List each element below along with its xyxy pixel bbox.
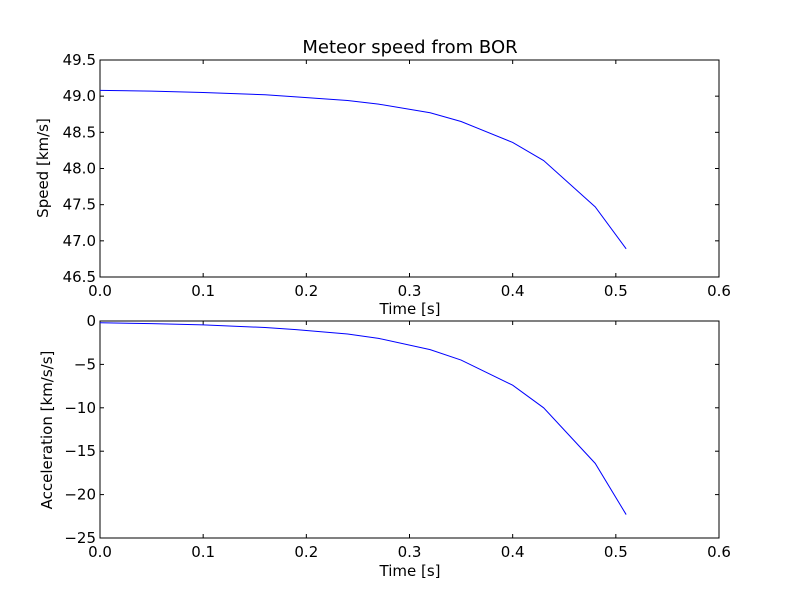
speed-y-tick-label: 46.5 xyxy=(63,268,96,286)
acceleration-series-line xyxy=(99,322,627,515)
speed-x-axis-label: Time [s] xyxy=(379,300,441,318)
speed-y-tick-label: 49.5 xyxy=(63,51,96,69)
speed-x-tick-label: 0.2 xyxy=(294,282,318,300)
speed-y-tick-label: 49.0 xyxy=(63,87,96,105)
speed-x-tick-label: 0.4 xyxy=(501,282,525,300)
acceleration-x-axis-label: Time [s] xyxy=(379,562,441,580)
speed-x-tick-label: 0.5 xyxy=(604,282,628,300)
speed-x-tick-label: 0.6 xyxy=(707,282,731,300)
acceleration-x-tick-label: 0.3 xyxy=(398,543,422,561)
speed-axes-frame xyxy=(99,59,720,278)
speed-series-line xyxy=(99,89,627,250)
acceleration-y-tick-label: −10 xyxy=(64,399,96,417)
speed-chart: Meteor speed from BOR Time [s] Speed [km… xyxy=(34,37,731,318)
speed-x-tick-label: 0.0 xyxy=(88,282,112,300)
speed-y-tick-label: 47.5 xyxy=(63,196,96,214)
acceleration-x-tick-label: 0.2 xyxy=(294,543,318,561)
acceleration-y-tick-label: −5 xyxy=(74,355,96,373)
acceleration-y-tick-label: −20 xyxy=(64,486,96,504)
acceleration-x-tick-label: 0.1 xyxy=(191,543,215,561)
speed-y-tick-label: 47.0 xyxy=(63,232,96,250)
acceleration-x-tick-label: 0.6 xyxy=(707,543,731,561)
acceleration-x-tick-label: 0.4 xyxy=(501,543,525,561)
acceleration-x-tick-label: 0.0 xyxy=(88,543,112,561)
speed-x-tick-label: 0.3 xyxy=(398,282,422,300)
acceleration-chart: Time [s] Acceleration [km/s/s] 0.0 0.1 0.2… xyxy=(38,312,731,580)
acceleration-x-tick-label: 0.5 xyxy=(604,543,628,561)
speed-y-tick-label: 48.5 xyxy=(63,123,96,141)
speed-y-tick-label: 48.0 xyxy=(63,160,96,178)
chart-title: Meteor speed from BOR xyxy=(302,37,517,58)
acceleration-y-tick-label: −25 xyxy=(64,529,96,547)
acceleration-y-axis-label: Acceleration [km/s/s] xyxy=(38,351,56,510)
acceleration-y-tick-label: −15 xyxy=(64,442,96,460)
speed-y-axis-label: Speed [km/s] xyxy=(34,118,52,218)
acceleration-axes-frame xyxy=(99,320,720,539)
speed-x-tick-label: 0.1 xyxy=(191,282,215,300)
acceleration-y-tick-label: 0 xyxy=(86,312,96,330)
